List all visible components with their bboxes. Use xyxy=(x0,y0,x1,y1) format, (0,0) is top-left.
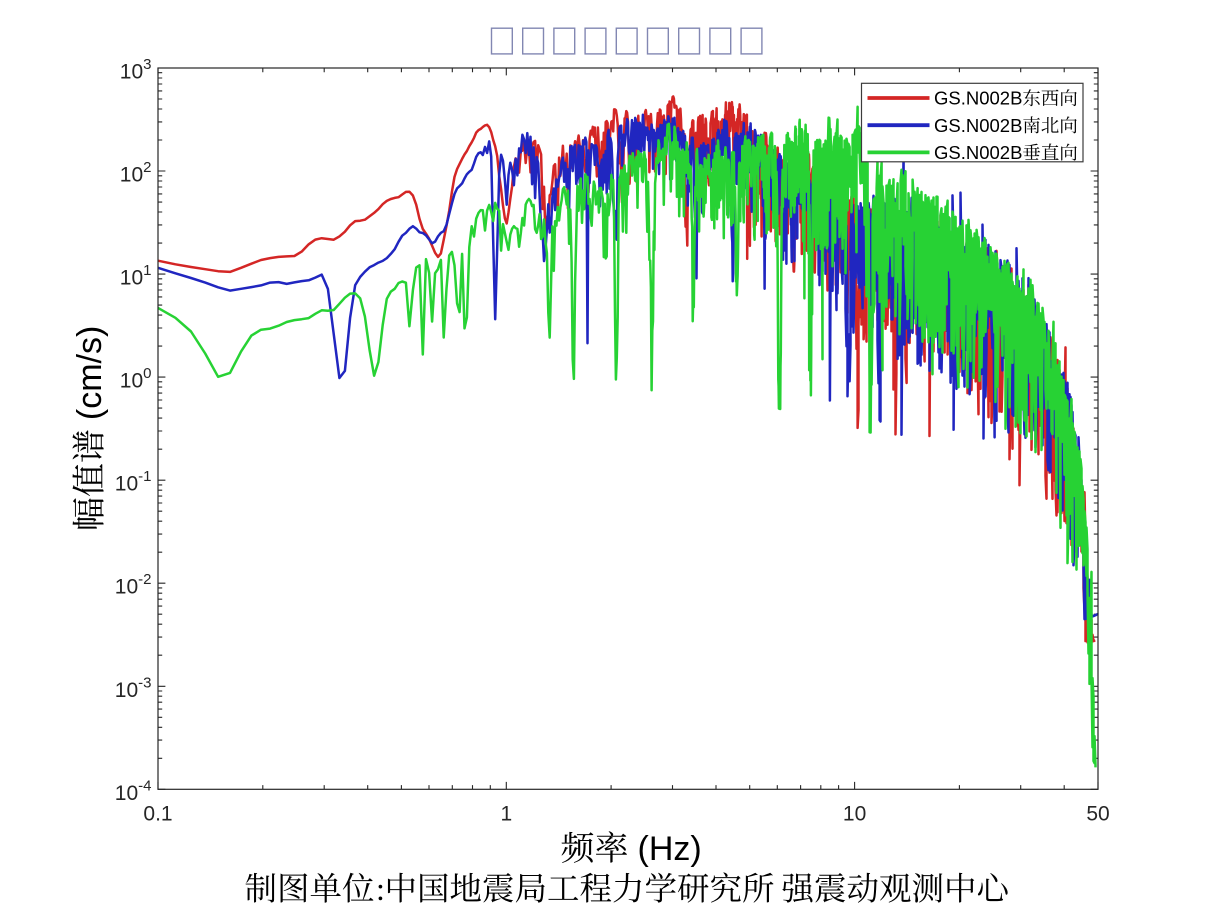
svg-text:GS.N002B: GS.N002B xyxy=(934,142,1022,163)
svg-text::: : xyxy=(376,871,385,907)
svg-text:50: 50 xyxy=(1086,803,1109,826)
svg-text:GS.N002B: GS.N002B xyxy=(934,88,1022,109)
svg-text:GS.N002B: GS.N002B xyxy=(934,115,1022,136)
svg-text:1: 1 xyxy=(500,803,512,826)
svg-text:0.1: 0.1 xyxy=(143,803,172,826)
svg-text:(cm/s): (cm/s) xyxy=(71,326,109,420)
svg-text:(Hz): (Hz) xyxy=(638,830,702,868)
svg-text:10: 10 xyxy=(843,803,866,826)
svg-text:10-4: 10-4 xyxy=(115,777,152,805)
